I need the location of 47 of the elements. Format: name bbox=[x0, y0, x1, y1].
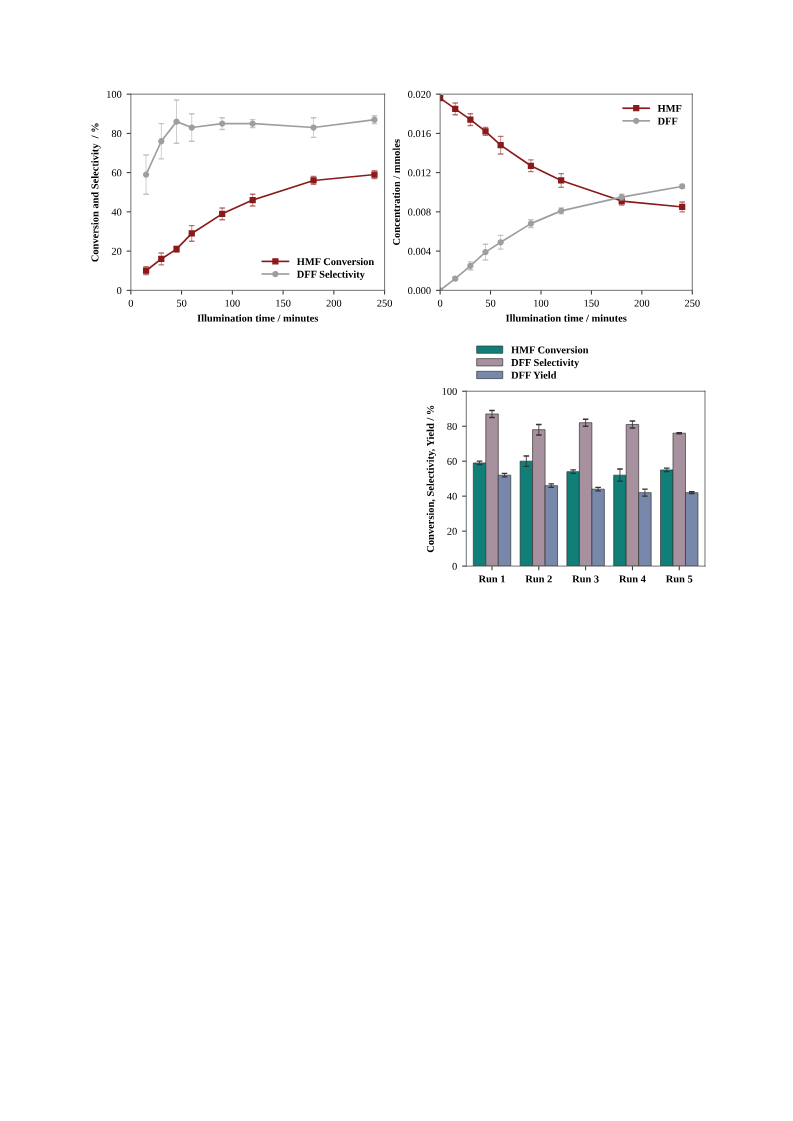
x-tick-label: 150 bbox=[276, 299, 291, 307]
y-tick-label: 0.000 bbox=[408, 287, 431, 295]
x-tick-label: 200 bbox=[326, 299, 342, 307]
y-tick-label: 0.008 bbox=[408, 208, 431, 216]
y-tick-label: 20 bbox=[111, 247, 122, 255]
x-tick-label: Run 5 bbox=[665, 575, 693, 583]
x-tick-label: 50 bbox=[176, 299, 187, 307]
x-tick-label: Run 4 bbox=[619, 575, 646, 583]
x-tick-label: 100 bbox=[225, 299, 240, 307]
y-tick-label: 40 bbox=[111, 208, 122, 216]
y-tick-label: 0 bbox=[117, 287, 122, 295]
x-tick-label: 250 bbox=[377, 299, 393, 307]
x-tick-label: 200 bbox=[634, 299, 650, 307]
x-tick-label: 150 bbox=[584, 299, 599, 307]
y-axis-title: Concentration / mmoles bbox=[392, 139, 400, 245]
x-tick-label: 250 bbox=[684, 299, 700, 307]
y-tick-label: 0 bbox=[452, 562, 457, 570]
y-tick-label: 0.020 bbox=[408, 90, 431, 98]
x-tick-label: 50 bbox=[485, 299, 496, 307]
legend-label: DFF Selectivity bbox=[511, 358, 580, 369]
y-tick-label: 60 bbox=[111, 169, 122, 177]
x-tick-label: 100 bbox=[534, 299, 549, 307]
y-tick-label: 100 bbox=[107, 90, 122, 98]
x-axis-title: Illumination time / minutes bbox=[505, 314, 627, 322]
y-tick-label: 0.016 bbox=[408, 130, 431, 138]
y-tick-label: 60 bbox=[447, 457, 457, 465]
y-tick-label: 0.012 bbox=[408, 169, 431, 177]
y-axis-title: Conversion, Selectivity, Yield / % bbox=[426, 405, 437, 553]
x-tick-label: 0 bbox=[128, 299, 134, 307]
x-axis-title: Illumination time / minutes bbox=[197, 314, 319, 322]
y-axis-title: Conversion and Selectivity / % bbox=[91, 123, 101, 262]
legend-label: HMF Conversion bbox=[511, 346, 589, 354]
legend-label: DFF Yield bbox=[511, 371, 557, 379]
legend-label: DFF bbox=[657, 117, 678, 125]
x-tick-label: Run 2 bbox=[525, 575, 552, 583]
y-tick-label: 40 bbox=[447, 492, 457, 500]
legend-label: HMF bbox=[657, 105, 682, 112]
y-tick-label: 80 bbox=[111, 130, 122, 138]
x-tick-label: Run 1 bbox=[478, 575, 505, 583]
legend-label: DFF Selectivity bbox=[296, 270, 365, 280]
x-tick-label: 0 bbox=[437, 299, 443, 307]
y-tick-label: 0.004 bbox=[408, 247, 431, 255]
y-tick-label: 100 bbox=[442, 387, 457, 395]
y-tick-label: 20 bbox=[447, 527, 457, 535]
y-tick-label: 80 bbox=[447, 422, 457, 430]
x-tick-label: Run 3 bbox=[572, 575, 599, 583]
legend-label: HMF Conversion bbox=[296, 257, 375, 266]
